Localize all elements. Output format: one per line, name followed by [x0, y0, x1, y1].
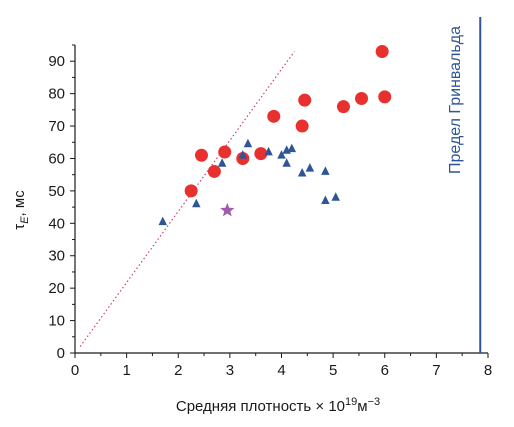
circle-marker: [207, 164, 221, 178]
y-axis-label-subscript: E: [19, 216, 31, 224]
triangle-marker: [264, 146, 273, 156]
y-tick-label: 30: [48, 248, 65, 265]
data-marks: [158, 44, 392, 226]
y-tick-label: 80: [48, 86, 65, 103]
greenwald-limit-label: Предел Гринвальда: [447, 26, 464, 174]
y-axis-label-unit: , мс: [11, 190, 28, 217]
y-tick-label: 70: [48, 118, 65, 135]
circle-marker: [218, 145, 232, 159]
x-tick-label: 1: [122, 362, 130, 379]
x-tick-label: 0: [71, 362, 79, 379]
reference-line: [79, 51, 295, 347]
triangle-marker: [238, 150, 248, 159]
y-tick-label: 90: [48, 53, 65, 70]
reference-line-layer: [79, 51, 295, 347]
triangle-marker: [297, 167, 307, 177]
y-tick-label: 10: [48, 313, 65, 330]
y-tick-label: 60: [48, 150, 65, 167]
star-marker: [220, 202, 235, 217]
circle-marker: [194, 148, 208, 162]
triangle-marker: [331, 192, 340, 201]
circle-marker: [184, 184, 198, 198]
x-axis-label: Средняя плотность × 1019м−3: [176, 396, 380, 415]
y-axis-label: τE, мс: [11, 190, 31, 230]
y-tick-label: 40: [48, 215, 65, 232]
circle-marker: [295, 119, 309, 133]
x-tick-label: 3: [226, 362, 234, 379]
circle-marker: [254, 147, 268, 161]
x-tick-label: 5: [329, 362, 337, 379]
triangle-marker: [158, 216, 168, 226]
circle-marker: [375, 44, 389, 58]
circle-marker: [355, 91, 369, 105]
y-tick-label: 20: [48, 280, 65, 297]
triangle-marker: [277, 150, 286, 159]
x-axis-label-unit: м: [357, 398, 367, 415]
triangle-marker: [243, 138, 253, 148]
x-tick-label: 8: [484, 362, 492, 379]
y-tick-label: 50: [48, 183, 65, 200]
y-axis-label-symbol: τ: [11, 224, 28, 230]
circle-marker: [336, 100, 350, 114]
y-tick-label: 0: [57, 345, 65, 362]
triangle-marker: [321, 166, 330, 175]
x-axis-label-text: Средняя плотность × 10: [176, 398, 345, 415]
triangle-marker: [282, 158, 291, 167]
x-axis-label-unit-exponent: −3: [368, 396, 381, 408]
triangle-marker: [217, 158, 227, 167]
x-axis-label-exponent: 19: [345, 396, 357, 408]
triangle-marker: [305, 163, 315, 172]
x-tick-label: 2: [174, 362, 182, 379]
triangle-marker: [287, 143, 297, 153]
x-tick-label: 7: [432, 362, 440, 379]
x-tick-label: 6: [381, 362, 389, 379]
triangle-marker: [321, 195, 330, 205]
circle-marker: [298, 93, 312, 107]
circle-marker: [378, 90, 392, 104]
x-tick-label: 4: [277, 362, 285, 379]
triangle-marker: [192, 198, 201, 208]
circle-marker: [267, 109, 281, 123]
